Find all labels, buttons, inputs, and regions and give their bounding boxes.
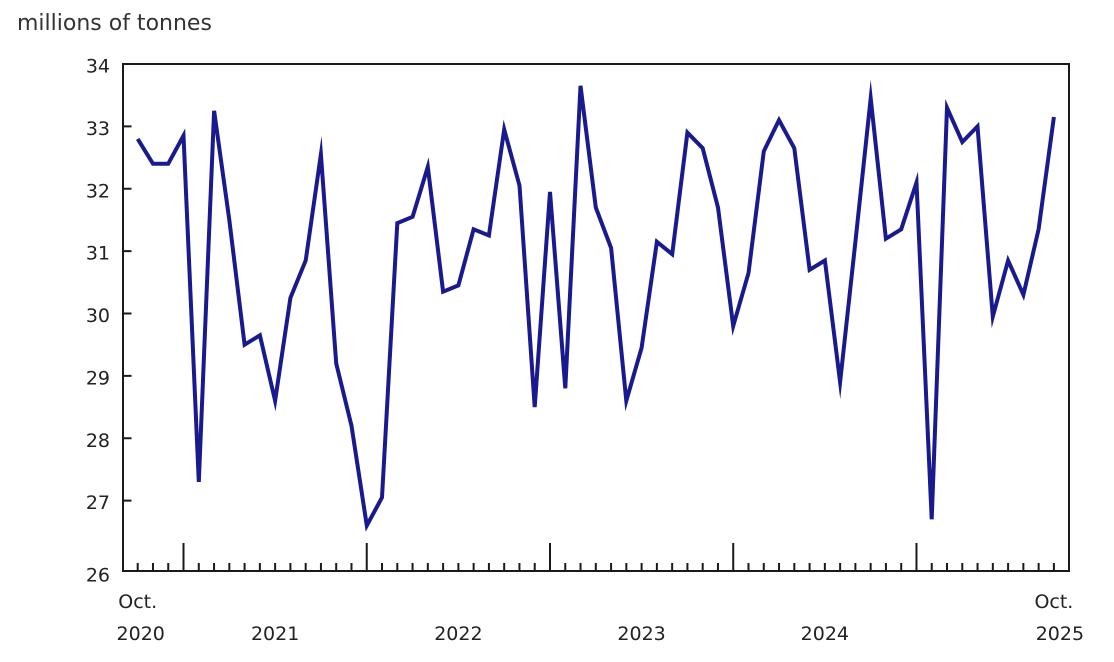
x-axis-end-month-label: Oct.: [1034, 591, 1073, 613]
x-axis-year-label: 2024: [801, 623, 849, 645]
y-axis-tick-label: 26: [86, 565, 110, 587]
data-series-line: [135, 79, 1056, 532]
plot-area: 26 27 28 29 30 31 32 33 34 Oct. 2020 2021 2022 2023 20…: [86, 56, 1084, 646]
y-axis-tick-label: 31: [86, 243, 110, 265]
y-axis-tick-label: 34: [86, 56, 110, 78]
x-axis-end-year-label: 2025: [1036, 623, 1084, 645]
y-axis-tick-label: 28: [86, 430, 110, 452]
chart-title: millions of tonnes: [17, 11, 212, 36]
y-axis-tick-label: 27: [86, 492, 110, 514]
x-axis-year-label: 2021: [251, 623, 299, 645]
y-axis-tick-label: 32: [86, 180, 110, 202]
plot-border: [122, 63, 1070, 572]
y-axis-tick-label: 29: [86, 367, 110, 389]
y-axis-tick-label: 33: [86, 118, 110, 140]
x-axis-year-label: 2023: [617, 623, 665, 645]
x-axis-year-label: 2022: [434, 623, 482, 645]
y-axis-tick-label: 30: [86, 305, 110, 327]
x-axis-start-year-label: 2020: [117, 623, 165, 645]
x-axis-start-month-label: Oct.: [118, 591, 157, 613]
